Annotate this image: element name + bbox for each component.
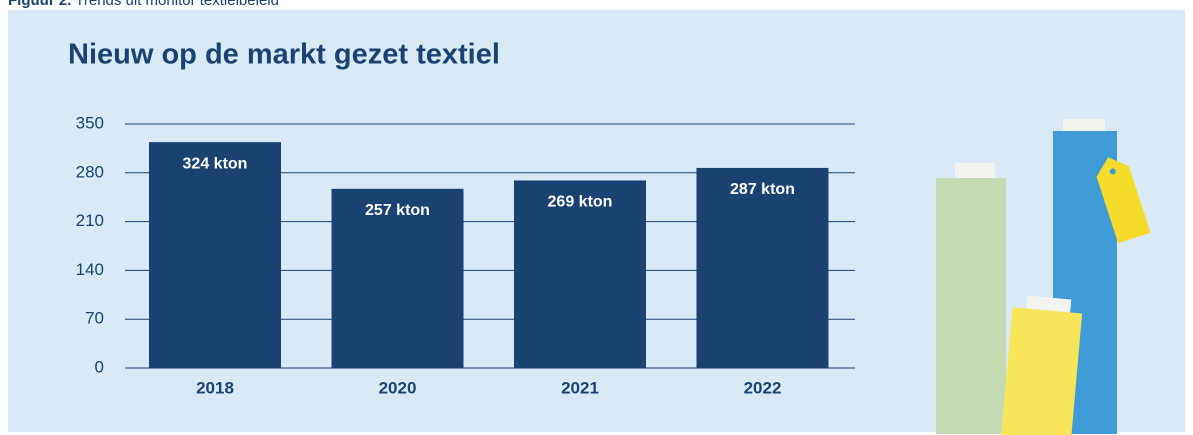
value-label: 257 kton [365,202,430,219]
y-tick-label: 280 [76,162,104,181]
x-tick-label: 2022 [744,378,782,397]
x-tick-label: 2020 [379,378,417,397]
chart: Nieuw op de markt gezet textiel 0 70 140 21… [0,0,1193,435]
chart-title: Nieuw op de markt gezet textiel [68,39,500,71]
y-tick-label: 210 [76,211,104,230]
page: Figuur 2. Trends uit monitor textielbele… [0,0,1193,435]
x-tick-label: 2021 [561,378,599,397]
y-tick-label: 140 [76,260,104,279]
value-label: 269 kton [548,194,613,211]
x-tick-label: 2018 [196,378,234,397]
y-tick-label: 350 [76,113,104,132]
bar [149,142,281,368]
value-label: 324 kton [183,155,248,172]
y-tick-label: 70 [85,309,104,328]
y-tick-label: 0 [95,357,104,376]
value-label: 287 kton [730,181,795,198]
